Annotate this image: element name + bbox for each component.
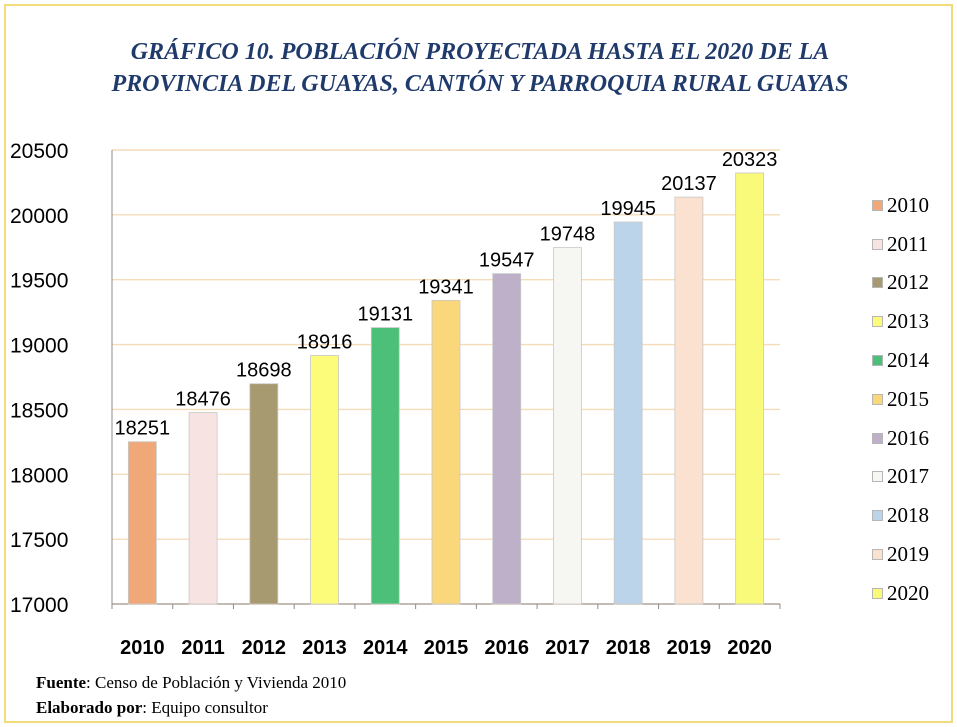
chart-title-line-1: GRÁFICO 10. POBLACIÓN PROYECTADA HASTA E… (130, 39, 830, 65)
legend-swatch (872, 471, 883, 483)
legend-label: 2016 (887, 425, 929, 450)
bar-2018 (613, 221, 643, 605)
bar-2013 (310, 355, 339, 605)
y-tick-label: 18500 (10, 399, 68, 422)
legend-swatch (872, 277, 883, 289)
x-tick-label: 2017 (545, 637, 590, 659)
data-label-2015: 19341 (418, 276, 474, 298)
bar-2010 (127, 441, 157, 605)
legend-swatch (872, 316, 883, 328)
data-label-2016: 19547 (479, 250, 535, 272)
y-tick-label: 19500 (10, 270, 68, 293)
data-label-2010: 18251 (115, 418, 171, 440)
legend-label: 2020 (887, 580, 929, 605)
x-tick-label: 2010 (120, 637, 165, 659)
author-text: Equipo consultor (151, 698, 268, 717)
chart-footer: Fuente: Censo de Población y Vivienda 20… (36, 670, 346, 720)
legend-label: 2015 (887, 386, 929, 411)
x-tick-label: 2015 (424, 637, 469, 659)
legend-label: 2013 (887, 309, 929, 334)
author-note: Elaborado por: Equipo consultor (36, 698, 268, 717)
x-tick-label: 2019 (667, 637, 712, 659)
source-note: Fuente: Censo de Población y Vivienda 20… (36, 673, 347, 692)
legend-label: 2018 (887, 503, 929, 528)
source-label: Fuente (36, 673, 87, 692)
legend-item-2015: 2015 (872, 380, 929, 419)
data-label-2017: 19748 (540, 224, 596, 246)
y-tick-label: 17500 (10, 529, 68, 552)
legend-label: 2011 (887, 231, 929, 256)
chart-legend: 2010 2011 2012 2013 2014 2015 2016 2017 2018 2019… (872, 186, 929, 613)
data-label-2012: 18698 (236, 360, 292, 382)
legend-swatch (872, 238, 883, 250)
legend-label: 2017 (887, 464, 929, 489)
legend-item-2012: 2012 (872, 264, 929, 303)
legend-item-2018: 2018 (872, 496, 929, 535)
legend-item-2020: 2020 (872, 574, 929, 613)
bar-2016 (492, 273, 522, 605)
legend-item-2010: 2010 (872, 186, 929, 225)
legend-item-2017: 2017 (872, 458, 929, 497)
legend-item-2013: 2013 (872, 302, 929, 341)
bar-2015 (431, 299, 461, 605)
data-label-2020: 20323 (722, 149, 778, 171)
legend-swatch (872, 432, 883, 444)
x-tick-label: 2018 (606, 637, 651, 659)
y-tick-label: 19000 (10, 335, 68, 358)
y-tick-label: 17000 (10, 594, 68, 617)
bar-2012 (249, 383, 279, 605)
legend-item-2019: 2019 (872, 535, 929, 574)
legend-label: 2019 (887, 542, 929, 567)
author-label: Elaborado por (36, 698, 143, 717)
legend-swatch (872, 199, 883, 211)
y-tick-label: 20000 (10, 205, 68, 228)
legend-swatch (872, 587, 883, 599)
x-tick-label: 2016 (484, 637, 529, 659)
bar-2017 (553, 247, 582, 605)
y-tick-label: 20500 (10, 140, 68, 163)
data-label-2019: 20137 (661, 173, 717, 195)
legend-item-2016: 2016 (872, 419, 929, 458)
data-label-2013: 18916 (297, 331, 353, 353)
x-tick-label: 2020 (727, 637, 772, 659)
legend-swatch (872, 393, 883, 405)
data-label-2014: 19131 (357, 304, 413, 326)
legend-item-2014: 2014 (872, 341, 929, 380)
bar-2011 (188, 412, 218, 605)
legend-label: 2012 (887, 270, 929, 295)
bar-2019 (674, 196, 704, 605)
x-tick-label: 2014 (363, 637, 408, 659)
legend-swatch (872, 510, 883, 522)
legend-swatch (872, 355, 883, 367)
legend-swatch (872, 549, 883, 561)
source-text: Censo de Población y Vivienda 2010 (95, 673, 347, 692)
chart-frame (4, 4, 953, 723)
legend-label: 2010 (887, 192, 929, 217)
y-tick-label: 18000 (10, 464, 68, 487)
x-tick-label: 2013 (302, 637, 347, 659)
legend-item-2011: 2011 (872, 225, 929, 264)
data-label-2018: 19945 (600, 198, 656, 220)
chart-title: GRÁFICO 10. POBLACIÓN PROYECTADA HASTA E… (40, 36, 920, 100)
x-tick-label: 2012 (242, 637, 287, 659)
data-label-2011: 18476 (175, 389, 231, 411)
legend-label: 2014 (887, 348, 929, 373)
x-tick-label: 2011 (181, 637, 224, 659)
bar-2014 (370, 327, 400, 605)
chart-title-line-2: PROVINCIA DEL GUAYAS, CANTÓN Y PARROQUIA… (111, 71, 849, 97)
bar-2020 (735, 172, 765, 605)
